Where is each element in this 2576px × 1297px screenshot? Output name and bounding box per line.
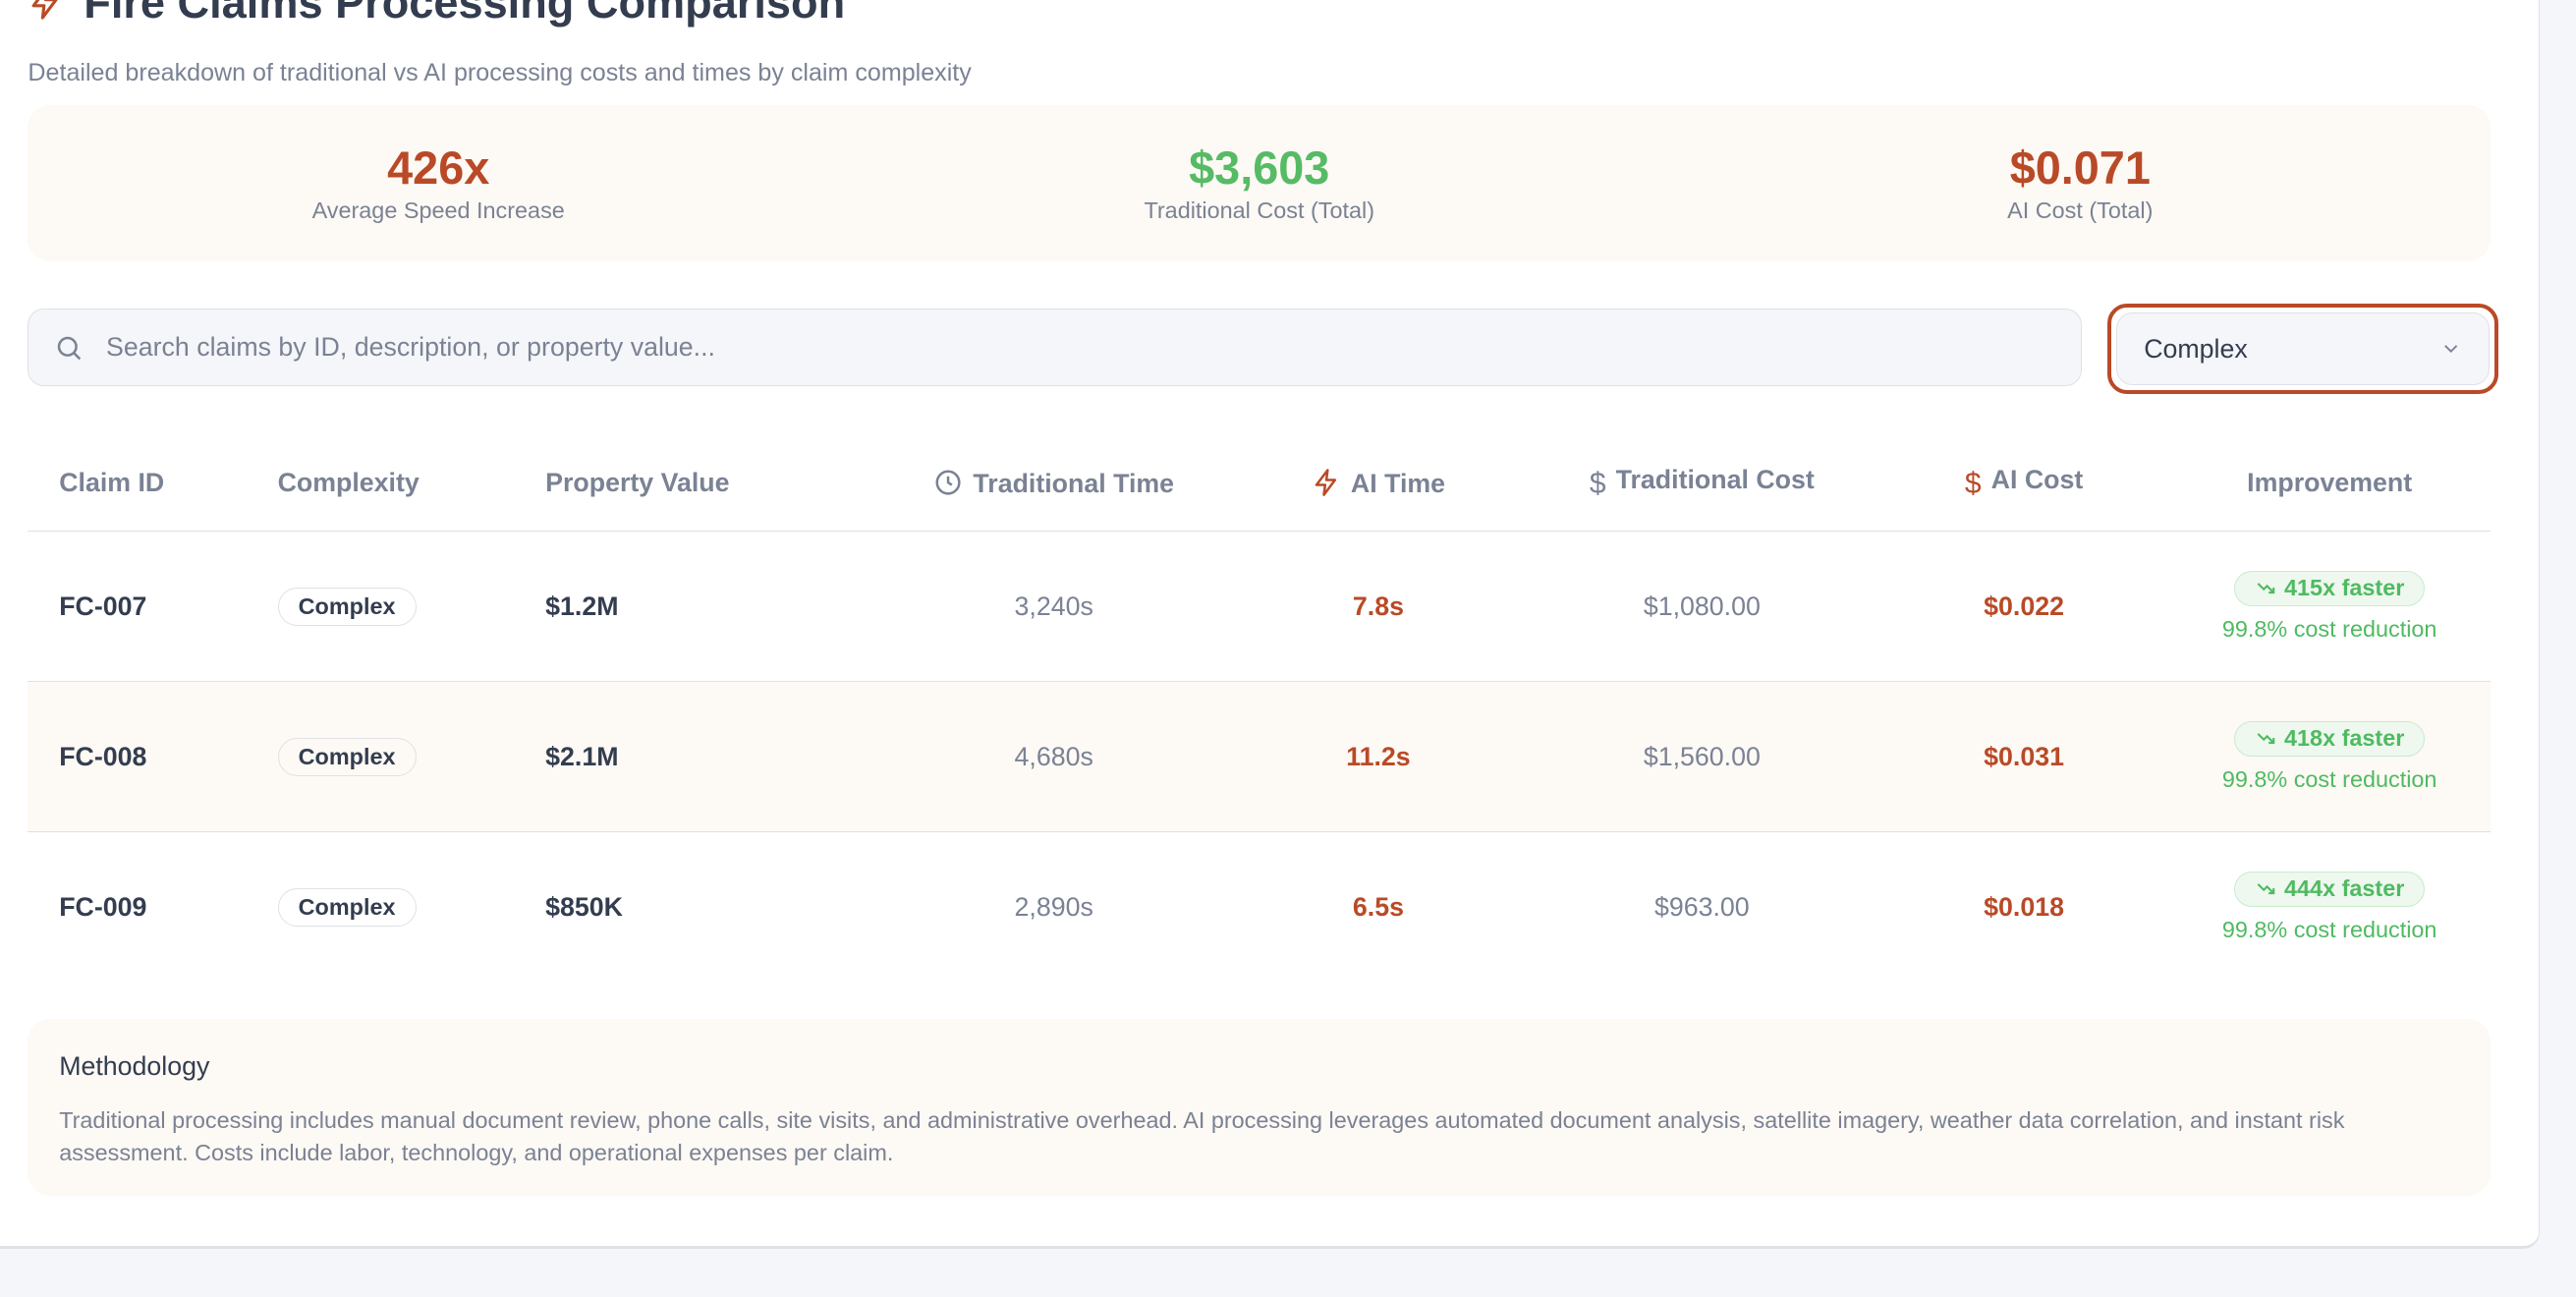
dollar-icon: $	[1964, 468, 1982, 501]
traditional-cost: $963.00	[1653, 892, 1750, 922]
traditional-time: 4,680s	[875, 681, 1233, 833]
property-value: $850K	[545, 892, 623, 922]
cost-reduction: 99.8% cost reduction	[2221, 765, 2437, 792]
speed-badge: 444x faster	[2233, 872, 2426, 907]
traditional-cost: $1,560.00	[1524, 681, 1879, 833]
header-claim-id[interactable]: Claim ID	[28, 435, 276, 533]
table-row[interactable]: FC-007 Complex $1.2M 3,240s 7.8s $1,080.…	[28, 531, 2492, 683]
traditional-time: 3,240s	[875, 531, 1233, 683]
chevron-down-icon	[2444, 345, 2458, 354]
cost-reduction: 99.8% cost reduction	[2221, 916, 2437, 942]
traditional-cost: $1,080.00	[1524, 531, 1879, 683]
speed-badge: 418x faster	[2233, 720, 2426, 757]
header-traditional-cost[interactable]: $ Traditional Cost	[1524, 435, 1879, 533]
complexity-filter-select[interactable]: Complex	[2107, 304, 2499, 394]
improvement: 415x faster 99.8% cost reduction	[2168, 531, 2492, 683]
complexity-badge: Complex	[277, 887, 417, 928]
trending-down-icon	[2257, 733, 2275, 745]
ai-time: 6.5s	[1352, 892, 1404, 922]
ai-time: 11.2s	[1232, 681, 1525, 833]
header-improvement[interactable]: Improvement	[2168, 435, 2492, 533]
search-box[interactable]	[28, 309, 2082, 387]
table-row[interactable]: FC-008 Complex $2.1M 4,680s 11.2s $1,560…	[28, 681, 2492, 833]
header-complexity[interactable]: Complexity	[275, 435, 544, 533]
lightning-icon	[1315, 468, 1336, 496]
header-property-value[interactable]: Property Value	[543, 435, 876, 533]
clock-icon	[935, 470, 961, 495]
table-row[interactable]: FC-009 Complex $850K 2,890s 6.5s $963.00…	[28, 832, 2491, 983]
ai-time: 7.8s	[1232, 531, 1525, 683]
complexity-badge: Complex	[277, 737, 417, 776]
stat-ai-cost: $0.071 AI Cost (Total)	[2007, 141, 2154, 224]
ai-cost: $0.022	[1878, 531, 2169, 683]
trending-down-icon	[2257, 582, 2275, 593]
cost-reduction: 99.8% cost reduction	[2221, 615, 2437, 642]
property-value: $2.1M	[543, 681, 876, 833]
claim-id: FC-009	[59, 892, 147, 922]
property-value: $1.2M	[543, 531, 876, 683]
complexity-badge: Complex	[277, 587, 417, 626]
page-subtitle: Detailed breakdown of traditional vs AI …	[28, 59, 972, 87]
ai-cost: $0.031	[1878, 681, 2169, 833]
ai-cost: $0.018	[1984, 892, 2064, 922]
dollar-icon: $	[1589, 468, 1606, 501]
speed-badge: 415x faster	[2233, 570, 2426, 606]
improvement: 444x faster 99.8% cost reduction	[2168, 832, 2491, 983]
claim-id: FC-008	[28, 681, 276, 833]
trending-down-icon	[2257, 883, 2275, 895]
header-traditional-time[interactable]: Traditional Time	[875, 435, 1233, 533]
traditional-time: 2,890s	[1014, 892, 1093, 922]
improvement: 418x faster 99.8% cost reduction	[2168, 681, 2492, 833]
summary-stats: 426x Average Speed Increase $3,603 Traditi…	[28, 105, 2492, 261]
claim-id: FC-007	[28, 531, 276, 683]
search-icon	[57, 336, 81, 360]
lightning-icon	[32, 0, 58, 20]
header-ai-cost[interactable]: $ AI Cost	[1878, 435, 2169, 533]
methodology-panel: Methodology Traditional processing inclu…	[28, 1018, 2492, 1197]
claims-table: Claim ID Complexity Property Value Tradi…	[28, 435, 2492, 983]
header-ai-time[interactable]: AI Time	[1232, 435, 1525, 533]
stat-speed: 426x Average Speed Increase	[311, 141, 565, 224]
search-input[interactable]	[102, 330, 2081, 365]
methodology-title: Methodology	[59, 1051, 210, 1082]
page-title: Fire Claims Processing Comparison	[28, 0, 845, 28]
methodology-text: Traditional processing includes manual d…	[59, 1106, 2345, 1166]
stat-traditional-cost: $3,603 Traditional Cost (Total)	[1144, 141, 1375, 224]
